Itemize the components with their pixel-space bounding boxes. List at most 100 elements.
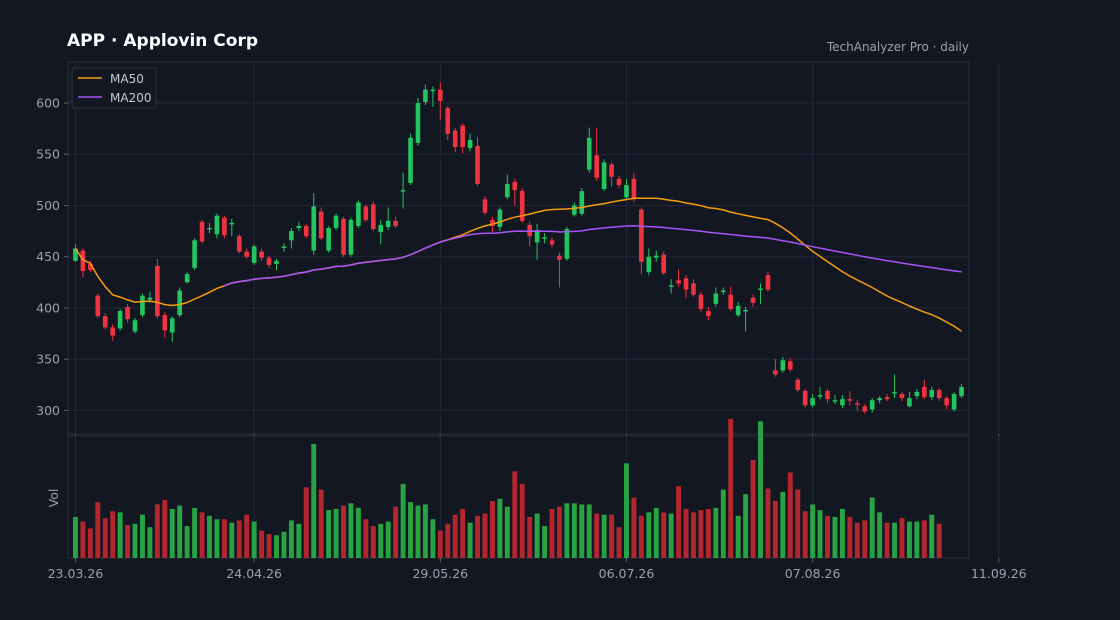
volume-bar [616,527,622,558]
volume-bar [214,519,220,558]
volume-bar [743,494,749,558]
volume-bar [787,472,793,558]
candle-body [854,403,860,405]
volume-bar [207,515,212,558]
candle-body [467,139,473,149]
volume-bar [296,523,302,558]
candle-body [847,399,853,401]
volume-bar [422,504,428,558]
candle-body [482,199,488,213]
candle-body [892,391,897,394]
candle-body [639,209,644,262]
volume-bar [705,508,711,558]
price-plot-frame [67,61,970,435]
candle-body [862,406,868,412]
volume-bar [110,511,116,558]
candle-body [780,360,786,371]
volume-bar [259,530,265,558]
candle-body [475,146,480,184]
candle-body [840,399,845,406]
candle-body [668,285,674,287]
volume-bar [921,520,927,558]
volume-bar [594,513,600,558]
candle-body [259,251,264,258]
volume-bar [72,516,78,558]
volume-bar [192,507,198,558]
candle-body [773,370,778,375]
volume-bar [862,520,868,558]
candle-body [445,108,451,134]
volume-bar [452,514,458,558]
volume-bar [668,513,674,558]
candle-body [914,391,920,397]
candle-body [117,311,123,329]
candle-body [624,184,629,198]
volume-bar [497,498,503,558]
candle-body [274,260,279,264]
candle-body [207,228,212,230]
volume-bar [385,521,391,558]
volume-bar [236,520,242,558]
candle-body [586,137,592,170]
candle-body [929,389,935,398]
volume-bar [564,503,570,558]
volume-bar [504,506,510,558]
volume-bar [437,530,443,558]
candle-body [318,211,324,239]
volume-bar [691,512,696,558]
volume-bar [154,504,160,558]
volume-bar [832,516,838,558]
volume-bar [877,512,883,558]
candle-body [646,256,652,273]
y-tick-label: 500 [36,198,60,213]
candle-body [296,225,302,229]
candle-body [825,390,830,400]
ma50-line [74,197,963,332]
candle-body [370,204,376,230]
candle-body [341,218,346,255]
volume-bar [527,516,533,558]
volume-bar [80,521,86,558]
volume-bar [251,521,257,558]
candle-body [385,220,391,227]
volume-plot-frame [67,435,970,559]
candle-body [356,202,361,226]
volume-bar [460,508,466,558]
volume-bar [810,504,816,558]
y-tick-label: 400 [36,300,60,315]
candle-body [661,254,667,274]
candle-body [720,290,726,293]
volume-bar [765,488,771,558]
candle-body [810,398,815,406]
candle-body [236,236,242,252]
candle-body [728,294,734,309]
candle-body [73,248,78,261]
volume-bar [929,514,935,558]
candle-body [408,137,413,183]
volume-bar [854,522,860,558]
volume-bar [661,512,667,558]
volume-bar [624,463,629,558]
candle-body [572,205,577,215]
x-tick-label: 11.09.26 [971,566,1027,581]
volume-bar [802,511,808,558]
volume-bar [646,512,652,558]
candle-body [311,206,317,251]
candle-body [244,251,250,257]
candle-body [289,231,294,241]
candle-body [303,225,309,237]
volume-bar [839,508,845,558]
candle-body [102,316,108,328]
candle-body [936,389,942,399]
volume-bar [489,501,495,558]
volume-bar [936,523,942,558]
volume-bar [102,518,108,558]
chart-title: APP · Applovin Corp [67,31,259,51]
volume-bar [586,504,592,558]
candle-body [378,224,384,233]
candle-body [758,288,763,290]
volume-bar [571,503,577,558]
volume-bar [355,507,361,558]
candle-body [765,275,771,290]
volume-bar [519,483,525,558]
